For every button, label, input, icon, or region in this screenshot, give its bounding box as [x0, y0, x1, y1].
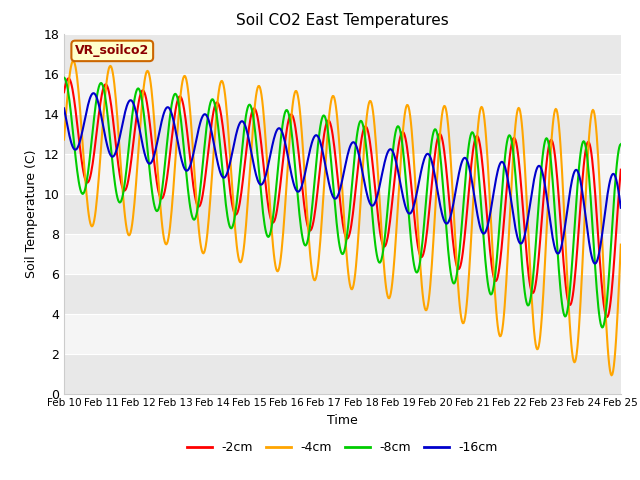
Bar — [64, 234, 621, 274]
Title: Soil CO2 East Temperatures: Soil CO2 East Temperatures — [236, 13, 449, 28]
X-axis label: Time: Time — [327, 414, 358, 427]
Bar — [64, 193, 621, 234]
Bar — [64, 34, 621, 73]
Bar — [64, 73, 621, 114]
Bar — [64, 313, 621, 354]
Bar — [64, 114, 621, 154]
Bar — [64, 274, 621, 313]
Text: VR_soilco2: VR_soilco2 — [75, 44, 149, 58]
Bar — [64, 154, 621, 193]
Legend: -2cm, -4cm, -8cm, -16cm: -2cm, -4cm, -8cm, -16cm — [182, 436, 503, 459]
Bar — [64, 354, 621, 394]
Y-axis label: Soil Temperature (C): Soil Temperature (C) — [25, 149, 38, 278]
